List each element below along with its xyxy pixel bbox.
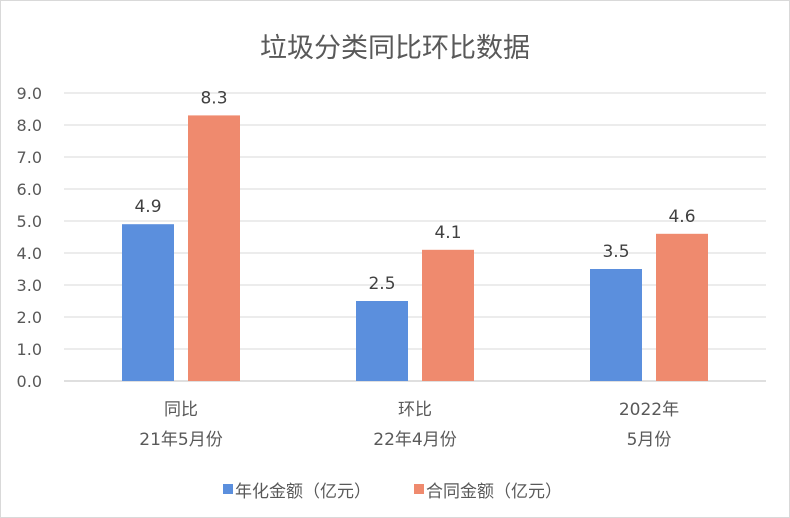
bar-annualized-2 (590, 269, 642, 381)
legend: 年化金额（亿元） 合同金额（亿元） (223, 482, 562, 502)
y-tick-label: 5.0 (17, 212, 42, 231)
x-tick-label: 环比 (398, 400, 432, 420)
bar-annualized-1 (356, 301, 408, 381)
x-tick-label: 同比 (164, 400, 198, 420)
legend-label: 年化金额（亿元） (235, 482, 371, 502)
y-tick-label: 4.0 (17, 244, 42, 263)
y-tick-label: 0.0 (17, 372, 42, 391)
x-tick-label: 21年5月份 (139, 430, 222, 450)
y-tick-label: 8.0 (17, 116, 42, 135)
chart-title: 垃圾分类同比环比数据 (260, 33, 530, 64)
x-tick-label: 22年4月份 (373, 430, 456, 450)
y-tick-label: 9.0 (17, 84, 42, 103)
x-axis: 同比 21年5月份 环比 22年4月份 2022年 5月份 (139, 400, 679, 450)
data-label: 4.9 (134, 197, 161, 217)
y-tick-label: 3.0 (17, 276, 42, 295)
y-axis: 0.0 1.0 2.0 3.0 4.0 5.0 6.0 7.0 8.0 9.0 (17, 84, 42, 391)
y-tick-label: 7.0 (17, 148, 42, 167)
data-label: 4.1 (434, 223, 461, 243)
data-label: 2.5 (368, 274, 395, 294)
legend-swatch (223, 484, 233, 494)
y-tick-label: 2.0 (17, 308, 42, 327)
legend-label: 合同金额（亿元） (426, 482, 562, 502)
data-label: 3.5 (602, 242, 629, 262)
y-tick-label: 1.0 (17, 340, 42, 359)
y-tick-label: 6.0 (17, 180, 42, 199)
legend-swatch (414, 484, 424, 494)
bar-contract-2 (656, 233, 708, 381)
x-tick-label: 5月份 (627, 430, 672, 450)
data-label: 4.6 (668, 207, 695, 227)
bar-annualized-0 (122, 224, 174, 381)
bars: 4.9 8.3 2.5 4.1 3.5 4.6 (122, 88, 708, 382)
bar-contract-0 (188, 115, 240, 382)
gridlines (64, 92, 766, 382)
x-tick-label: 2022年 (619, 400, 679, 420)
data-label: 8.3 (200, 88, 227, 108)
bar-contract-1 (422, 249, 474, 381)
